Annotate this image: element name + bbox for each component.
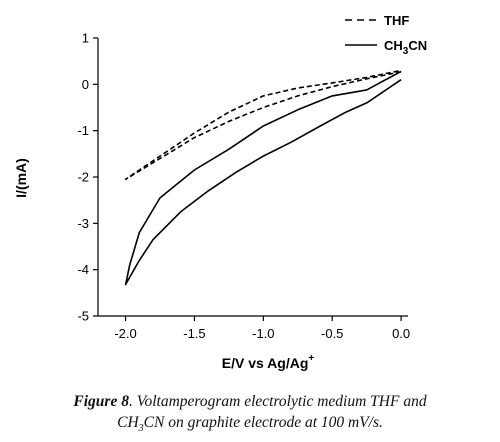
x-axis-title-main: E/V vs Ag/Ag (222, 355, 309, 371)
caption-line-2-sub: 3 (138, 423, 144, 435)
y-tick-label: 1 (82, 31, 89, 46)
caption-line-2-a: CH (117, 414, 139, 431)
legend: THF CH3CN (345, 13, 427, 57)
x-tick-label: -2.0 (114, 326, 136, 341)
y-tick-label: -1 (77, 123, 89, 138)
legend-ch3cn-main: CH (384, 38, 403, 53)
x-tick-label: 0.0 (392, 326, 410, 341)
y-tick-label: -4 (77, 262, 89, 277)
caption-line-1-text: . Voltamperogram electrolytic medium THF… (128, 393, 427, 410)
y-ticks: 1 0 -1 -2 -3 -4 -5 (77, 31, 98, 324)
y-tick-label: -2 (77, 170, 89, 185)
x-axis-title-superscript: + (308, 353, 314, 364)
series-line-thf (124, 69, 402, 181)
series-line-ch3cn (124, 70, 402, 286)
x-ticks: -2.0 -1.5 -1.0 -0.5 0.0 (114, 316, 410, 341)
x-tick-label: -1.5 (183, 326, 205, 341)
x-axis-title: E/V vs Ag/Ag+ (222, 353, 315, 371)
caption-line-2-b: CN on graphite electrode at 100 mV/s. (143, 414, 383, 431)
x-tick-label: -1.0 (252, 326, 274, 341)
caption-line-1: Figure 8. Voltamperogram electrolytic me… (0, 391, 500, 412)
y-tick-label: -5 (77, 309, 89, 324)
plot-area (124, 69, 402, 286)
y-tick-label: -3 (77, 216, 89, 231)
y-tick-label: 0 (82, 77, 89, 92)
figure-caption: Figure 8. Voltamperogram electrolytic me… (0, 391, 500, 439)
y-axis-title: I/(mA) (13, 158, 29, 198)
x-tick-label: -0.5 (321, 326, 343, 341)
voltammogram-chart: 10-1-2-3-4-5 -2.0 -1.5 -1.0 -0.5 0.0 I/(mA) … (13, 13, 427, 371)
legend-thf-label: THF (384, 13, 409, 28)
caption-line-2: CH3CN on graphite electrode at 100 mV/s. (0, 412, 500, 439)
caption-figure-label: Figure 8 (73, 393, 129, 410)
legend-ch3cn-sub: 3 (403, 46, 409, 57)
legend-ch3cn-end: CN (408, 38, 427, 53)
legend-ch3cn-label: CH3CN (384, 38, 427, 57)
